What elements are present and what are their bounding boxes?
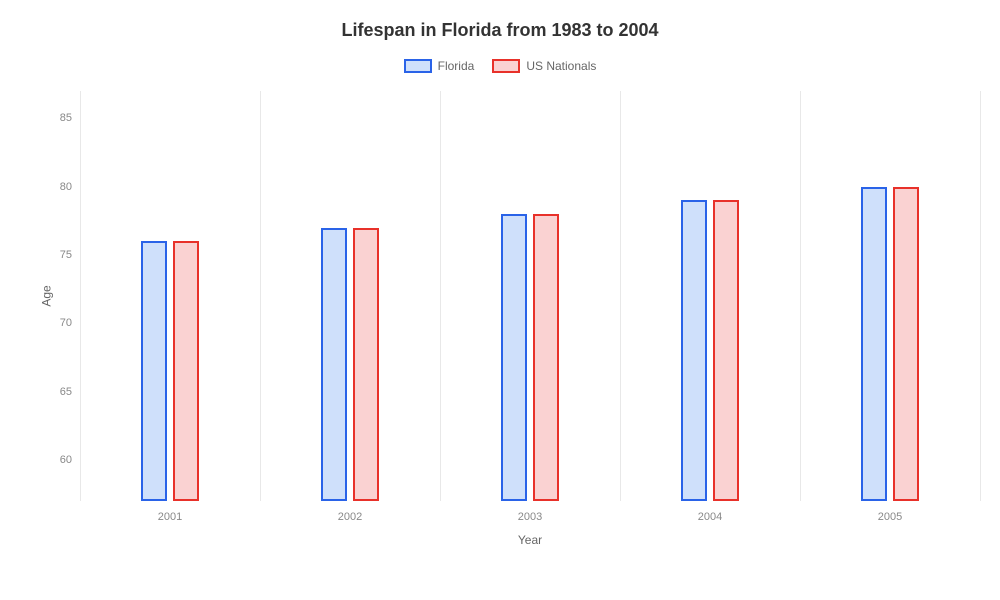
bar-florida-2002[interactable] (321, 228, 347, 501)
x-tick-label: 2003 (518, 511, 542, 523)
bar-us-nationals-2003[interactable] (533, 214, 559, 501)
bar-us-nationals-2005[interactable] (893, 187, 919, 501)
legend-swatch-us-nationals (492, 59, 520, 73)
y-tick-label: 60 (60, 454, 72, 466)
bars-layer (80, 91, 980, 501)
bar-florida-2005[interactable] (861, 187, 887, 501)
bar-florida-2004[interactable] (681, 200, 707, 501)
legend-label-florida: Florida (438, 59, 475, 73)
y-tick-label: 85 (60, 112, 72, 124)
x-tick-label: 2001 (158, 511, 182, 523)
bar-us-nationals-2002[interactable] (353, 228, 379, 501)
plot-area: 60657075808520012002200320042005 (80, 91, 980, 501)
legend-item-us-nationals[interactable]: US Nationals (492, 59, 596, 73)
x-tick-label: 2005 (878, 511, 902, 523)
chart-container: Lifespan in Florida from 1983 to 2004 Fl… (0, 0, 1000, 600)
y-tick-label: 75 (60, 249, 72, 261)
legend-item-florida[interactable]: Florida (404, 59, 475, 73)
y-tick-label: 70 (60, 317, 72, 329)
y-tick-label: 65 (60, 386, 72, 398)
legend-label-us-nationals: US Nationals (526, 59, 596, 73)
legend-swatch-florida (404, 59, 432, 73)
y-tick-label: 80 (60, 181, 72, 193)
chart-title: Lifespan in Florida from 1983 to 2004 (30, 20, 970, 41)
bar-us-nationals-2001[interactable] (173, 241, 199, 501)
grid-line-vertical (980, 91, 981, 501)
legend: Florida US Nationals (30, 59, 970, 73)
y-axis-label: Age (40, 285, 54, 306)
bar-us-nationals-2004[interactable] (713, 200, 739, 501)
bar-florida-2001[interactable] (141, 241, 167, 501)
bar-florida-2003[interactable] (501, 214, 527, 501)
x-tick-label: 2004 (698, 511, 722, 523)
x-axis-label: Year (80, 533, 980, 547)
x-tick-label: 2002 (338, 511, 362, 523)
